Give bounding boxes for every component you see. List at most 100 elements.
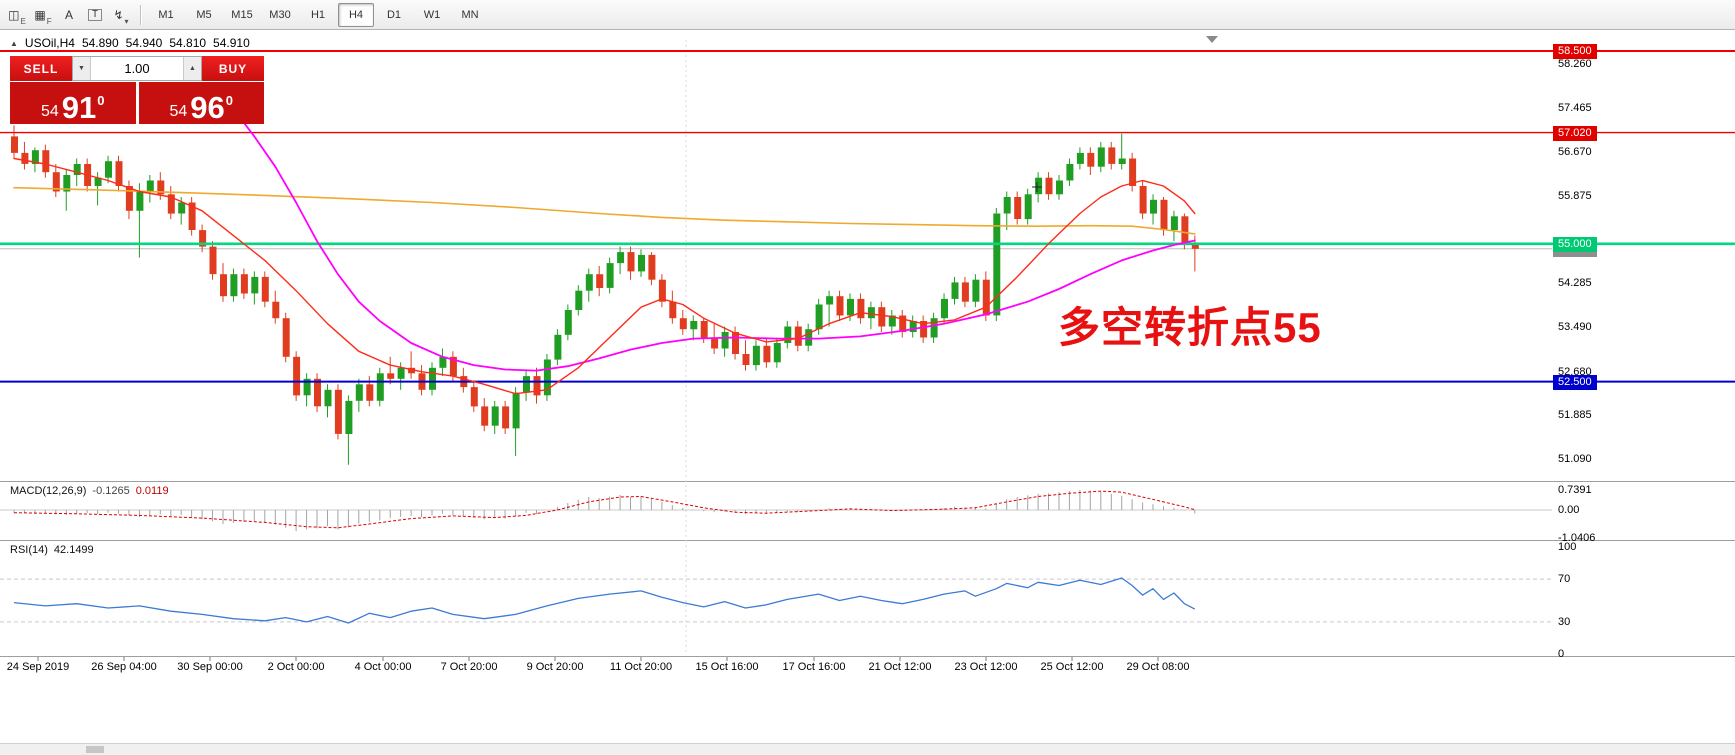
rsi-axis-label: 30	[1558, 616, 1571, 628]
candle-body	[146, 180, 154, 192]
time-axis-label: 4 Oct 00:00	[354, 661, 412, 673]
candle-body	[648, 254, 656, 280]
candle-body	[230, 274, 238, 297]
timeframe-button-M5[interactable]: M5	[196, 8, 212, 21]
volume-input[interactable]: 1.00	[124, 61, 150, 76]
toolbar-label-tool[interactable]: T	[83, 3, 107, 27]
ask-price-head: 54	[169, 103, 188, 121]
macd-signal-value: 0.0119	[135, 485, 169, 497]
candle-body	[345, 400, 353, 434]
candle-body	[178, 202, 186, 214]
horizontal-scrollbar[interactable]	[0, 743, 1735, 755]
toolbar-draw-objects-tool[interactable]: ↯ ▾	[109, 3, 133, 27]
volume-decrease-button[interactable]: ▼	[73, 57, 91, 80]
text-tool-icon: A	[64, 7, 73, 22]
one-click-trading-panel: SELL ▼ 1.00 ▲ BUY 54 91 0 54 96 0	[10, 56, 264, 124]
candle-body	[502, 406, 510, 429]
candle-body	[1003, 197, 1011, 214]
candle-body	[376, 373, 384, 401]
candle-body	[355, 384, 363, 401]
timeframe-button-D1[interactable]: D1	[386, 8, 402, 21]
candle-body	[366, 384, 374, 401]
time-axis-label: 29 Oct 08:00	[1126, 661, 1190, 673]
candle-body	[1056, 180, 1063, 195]
candle-body	[847, 298, 854, 316]
candle-body	[240, 274, 248, 294]
candle-body	[1014, 197, 1022, 219]
price-axis-label: 56.670	[1558, 146, 1592, 158]
price-axis-label: 53.490	[1558, 321, 1592, 333]
candle-body	[763, 345, 771, 363]
candle-body	[961, 282, 969, 302]
price-axis-label: 51.885	[1558, 409, 1592, 421]
symbol-name: USOil,H4	[24, 36, 75, 50]
volume-field: ▼ 1.00 ▲	[72, 56, 202, 81]
timeframe-button-W1[interactable]: W1	[423, 8, 441, 21]
toolbar-chart-type-tool[interactable]: ◫ E	[5, 3, 29, 27]
buy-button[interactable]: BUY	[202, 56, 264, 81]
candle-body	[1118, 158, 1126, 164]
time-axis-label: 2 Oct 00:00	[267, 661, 325, 673]
macd-axis-label: -1.0406	[1558, 532, 1596, 544]
chart-shift-marker[interactable]	[1206, 36, 1218, 43]
candle-body	[784, 326, 792, 343]
timeframe-button-H4[interactable]: H4	[338, 2, 374, 27]
candle-body	[282, 318, 290, 357]
candle-body	[679, 318, 687, 330]
volume-increase-button[interactable]: ▲	[183, 57, 201, 80]
candle-body	[261, 276, 269, 302]
macd-axis-label: 0.7391	[1558, 484, 1592, 496]
timeframe-button-M1[interactable]: M1	[158, 8, 174, 21]
rsi-indicator-title: RSI(14) 42.1499	[10, 544, 94, 556]
candle-body	[115, 161, 123, 186]
timeframe-button-M30[interactable]: M30	[269, 8, 291, 21]
rsi-axis-label: 100	[1558, 541, 1577, 553]
candle-body	[575, 290, 583, 310]
candle-body	[470, 387, 478, 407]
toolbar-text-tool[interactable]: A	[57, 3, 81, 27]
timeframe-button-M15[interactable]: M15	[231, 8, 253, 21]
candle-body	[449, 356, 457, 377]
candle-body	[1181, 216, 1189, 244]
timeframe-button-MN[interactable]: MN	[461, 8, 479, 21]
ma-mid-magenta	[232, 108, 1196, 372]
candle-body	[272, 301, 280, 319]
candle-body	[732, 332, 739, 354]
candle-body	[314, 378, 321, 407]
bid-price-head: 54	[40, 103, 59, 121]
candle-body	[251, 276, 259, 294]
toolbar: ◫ E ▦ F A T ↯ ▾ M1 M5 M15 M30 H1 H4 D1 W1 MN	[0, 0, 1735, 30]
ohlc-close: 54.910	[213, 36, 250, 50]
candle-body	[585, 274, 593, 291]
toolbar-grid-tool[interactable]: ▦ F	[31, 3, 55, 27]
price-axis-label: 54.285	[1558, 277, 1592, 289]
candle-body	[523, 376, 530, 393]
candle-body	[167, 194, 175, 214]
candle-body	[564, 310, 572, 335]
sell-button[interactable]: SELL	[10, 56, 72, 81]
candle-body	[209, 246, 217, 275]
candle-body	[606, 263, 614, 288]
horizontal-scrollbar-thumb[interactable]	[86, 746, 104, 753]
time-axis-label: 26 Sep 04:00	[91, 661, 157, 673]
candle-body	[31, 150, 39, 164]
symbol-marker-icon: ▲	[10, 38, 18, 48]
timeframe-button-H1[interactable]: H1	[310, 8, 326, 21]
rsi-axis-label: 0	[1558, 648, 1565, 660]
candle-body	[867, 307, 875, 319]
bid-price-display[interactable]: 54 91 0	[10, 82, 136, 124]
time-axis-label: 11 Oct 20:00	[609, 661, 673, 673]
candle-body	[303, 378, 311, 396]
candles-group	[11, 125, 1199, 465]
bid-price-sup: 0	[97, 93, 105, 108]
candle-body	[1139, 186, 1147, 214]
time-axis-label: 30 Sep 00:00	[177, 661, 243, 673]
ask-price-display[interactable]: 54 96 0	[138, 82, 264, 124]
candle-body	[1097, 147, 1105, 167]
candle-body	[1108, 147, 1116, 164]
candle-body	[638, 254, 645, 272]
candle-body	[491, 406, 499, 426]
candle-body	[982, 279, 990, 316]
